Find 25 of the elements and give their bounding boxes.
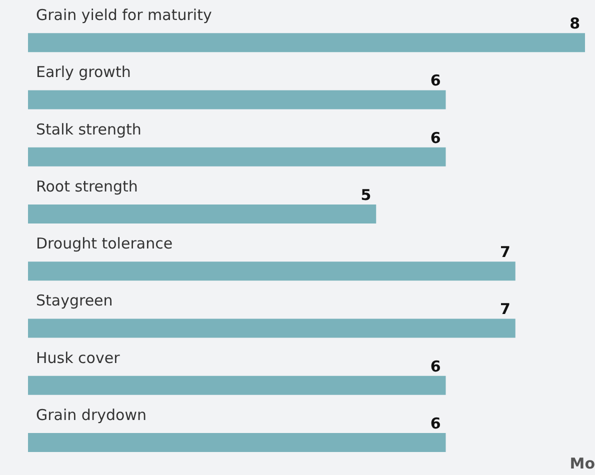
y-tick-label: Staygreen bbox=[36, 292, 113, 310]
data-label: 6 bbox=[430, 72, 441, 90]
bar bbox=[28, 376, 446, 395]
bar bbox=[28, 318, 516, 338]
y-tick-label: Grain yield for maturity bbox=[36, 6, 212, 24]
y-tick-label: Grain drydown bbox=[36, 406, 146, 424]
data-label: 6 bbox=[430, 357, 441, 376]
bar bbox=[28, 33, 585, 52]
bar bbox=[28, 90, 446, 110]
data-label: 8 bbox=[570, 14, 580, 33]
bar bbox=[28, 262, 516, 281]
y-tick-label: Early growth bbox=[36, 63, 131, 82]
bar bbox=[28, 432, 446, 452]
data-label: 5 bbox=[360, 186, 372, 204]
y-tick-label: Drought tolerance bbox=[36, 234, 173, 253]
data-label: 7 bbox=[500, 300, 510, 318]
y-tick-label: Husk cover bbox=[36, 348, 121, 367]
bar bbox=[28, 204, 376, 224]
text: Mo bbox=[570, 454, 595, 472]
data-label: 6 bbox=[430, 414, 441, 432]
data-label: 7 bbox=[500, 243, 510, 262]
y-tick-label: Root strength bbox=[36, 177, 138, 196]
y-tick-label: Stalk strength bbox=[36, 120, 142, 138]
data-label: 6 bbox=[430, 128, 441, 147]
bar bbox=[28, 147, 446, 166]
